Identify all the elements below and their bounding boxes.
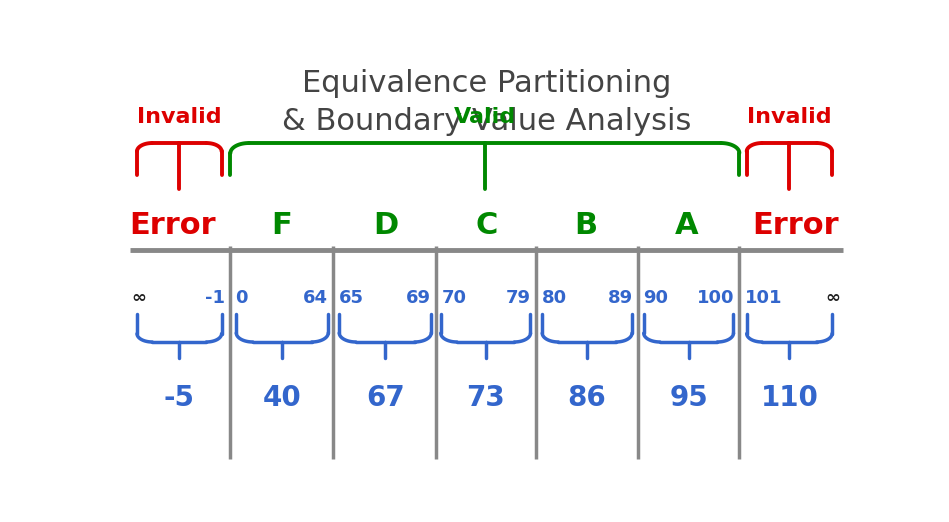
Text: 90: 90 [643,289,668,307]
Text: D: D [373,211,399,240]
Text: 70: 70 [441,289,467,307]
Text: 95: 95 [669,384,708,412]
Text: Equivalence Partitioning
& Boundary Value Analysis: Equivalence Partitioning & Boundary Valu… [282,69,691,136]
Text: 101: 101 [745,289,782,307]
Text: ∞: ∞ [132,289,147,307]
Text: 80: 80 [542,289,567,307]
Text: ∞: ∞ [826,289,841,307]
Text: 40: 40 [263,384,302,412]
Text: B: B [574,211,597,240]
Text: -1: -1 [205,289,225,307]
Text: 64: 64 [304,289,328,307]
Text: Invalid: Invalid [747,107,831,127]
Text: 100: 100 [697,289,735,307]
Text: Invalid: Invalid [137,107,222,127]
Text: 79: 79 [506,289,531,307]
Text: Error: Error [752,211,839,240]
Text: A: A [675,211,698,240]
Text: 65: 65 [339,289,363,307]
Text: 73: 73 [466,384,505,412]
Text: 86: 86 [568,384,606,412]
Text: F: F [271,211,292,240]
Text: 110: 110 [760,384,818,412]
Text: 0: 0 [235,289,248,307]
Text: 69: 69 [406,289,431,307]
Text: Valid: Valid [454,107,516,127]
Text: 67: 67 [366,384,404,412]
Text: C: C [475,211,497,240]
Text: Error: Error [129,211,215,240]
Text: 89: 89 [607,289,633,307]
Text: -5: -5 [164,384,195,412]
